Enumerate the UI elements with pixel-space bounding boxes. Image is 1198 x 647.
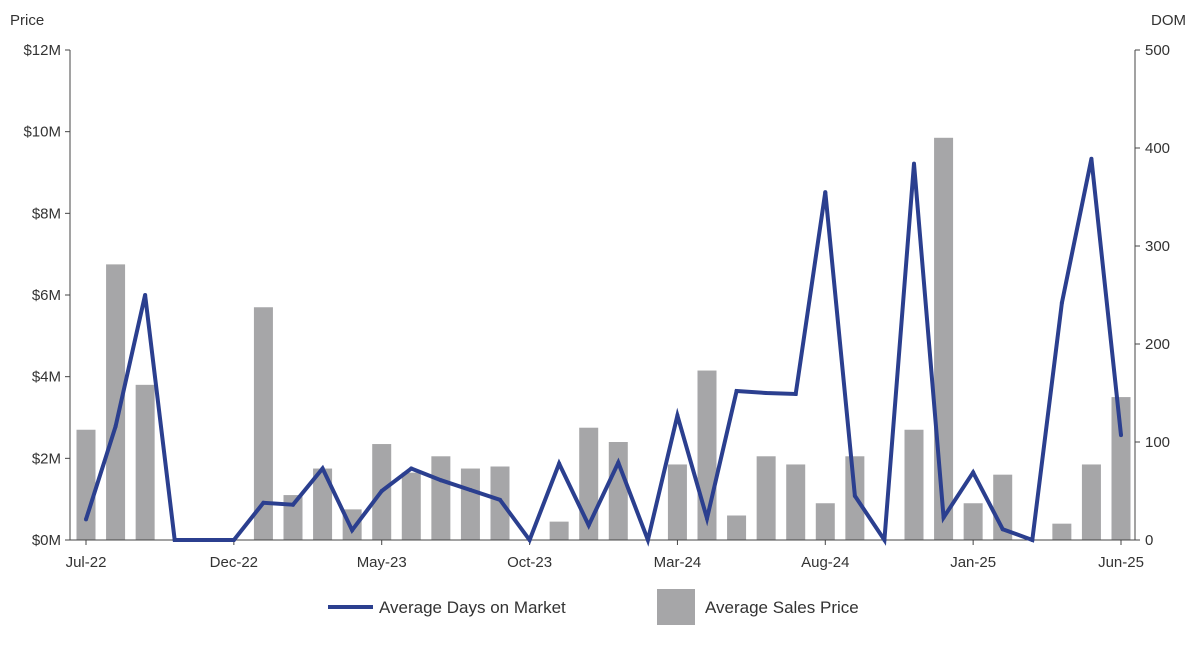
dom-point <box>172 538 177 542</box>
legend-label-sales-price: Average Sales Price <box>705 598 859 617</box>
bar <box>253 307 273 540</box>
bar <box>106 264 126 540</box>
dom-point <box>291 502 295 507</box>
legend-label-days-on-market: Average Days on Market <box>379 598 566 617</box>
axes: $0M $2M $4M $6M $8M $10M $12M 0 100 200 300 400 500 J… <box>23 42 1170 571</box>
y-right-axis-label: DOM <box>1151 12 1186 29</box>
dom-point <box>527 538 532 542</box>
line-series <box>84 156 1123 547</box>
bar <box>904 429 924 540</box>
dom-point <box>586 523 591 528</box>
dom-point <box>1000 527 1005 532</box>
y-left-tick-label: $8M <box>32 205 61 222</box>
x-tick-label: Oct-23 <box>507 554 552 571</box>
dom-point <box>557 461 562 466</box>
bar <box>786 464 806 540</box>
x-tick-label: Dec-22 <box>210 554 258 571</box>
bar <box>815 503 835 540</box>
bar <box>401 472 421 540</box>
dom-point <box>912 161 916 166</box>
bar <box>667 464 687 540</box>
dom-point <box>320 466 325 471</box>
dom-point <box>823 190 828 195</box>
dom-point <box>971 470 976 475</box>
dom-point <box>261 500 266 505</box>
bar <box>756 456 776 540</box>
dom-line <box>84 158 1123 547</box>
y-left-tick-label: $12M <box>23 42 61 59</box>
bar <box>76 429 96 540</box>
y-left-tick-label: $4M <box>32 369 61 386</box>
bar <box>1052 523 1072 540</box>
x-tick-label: Jan-25 <box>950 554 996 571</box>
dom-point <box>468 488 473 493</box>
dom-point <box>202 538 207 542</box>
bar <box>963 503 983 540</box>
y-left-tick-label: $10M <box>23 124 61 141</box>
bar-series <box>76 137 1131 540</box>
x-tick-label: Mar-24 <box>654 554 702 571</box>
bar <box>313 468 333 540</box>
bar <box>460 468 480 540</box>
y-right-tick-label: 500 <box>1145 42 1170 59</box>
dom-point <box>143 293 148 297</box>
dom-point <box>1030 538 1035 542</box>
bar <box>934 137 954 540</box>
dom-point <box>498 497 502 502</box>
bar <box>431 456 451 540</box>
dom-point <box>409 466 414 471</box>
bar <box>727 515 747 540</box>
dom-point <box>941 515 946 520</box>
dom-point <box>350 528 355 533</box>
dom-point <box>1089 156 1094 161</box>
dom-point <box>882 538 887 542</box>
dom-point <box>645 538 650 542</box>
dom-point <box>793 391 798 396</box>
bar <box>1111 397 1131 540</box>
bar <box>549 521 569 540</box>
x-tick-label: Aug-24 <box>801 554 849 571</box>
dom-point <box>113 424 118 429</box>
y-left-axis-label: Price <box>10 12 44 29</box>
bar <box>135 384 155 540</box>
legend-bar-swatch <box>657 589 695 625</box>
bar <box>1081 464 1101 540</box>
x-tick-label: May-23 <box>357 554 407 571</box>
dom-point <box>616 460 621 465</box>
y-right-tick-label: 300 <box>1145 238 1170 255</box>
dom-point <box>852 493 857 498</box>
dom-point <box>705 516 709 521</box>
dom-point <box>1059 300 1064 305</box>
x-tick-label: Jun-25 <box>1098 554 1144 571</box>
dom-point <box>675 413 680 418</box>
y-left-tick-label: $0M <box>32 532 61 549</box>
bar <box>608 442 628 540</box>
y-left-tick-label: $6M <box>32 287 61 304</box>
dom-point <box>764 391 769 395</box>
y-right-tick-label: 200 <box>1145 336 1170 353</box>
dom-point <box>1119 433 1123 438</box>
legend: Average Days on Market Average Sales Pri… <box>328 589 859 625</box>
x-tick-label: Jul-22 <box>66 554 107 571</box>
bar <box>490 466 510 540</box>
y-right-tick-label: 0 <box>1145 532 1153 549</box>
dom-point <box>231 538 236 542</box>
dom-point <box>379 489 384 493</box>
dom-point <box>734 389 739 394</box>
y-right-tick-label: 100 <box>1145 434 1170 451</box>
dom-point <box>438 478 443 483</box>
y-right-tick-label: 400 <box>1145 140 1170 157</box>
y-left-tick-label: $2M <box>32 450 61 467</box>
dom-point <box>84 517 88 522</box>
